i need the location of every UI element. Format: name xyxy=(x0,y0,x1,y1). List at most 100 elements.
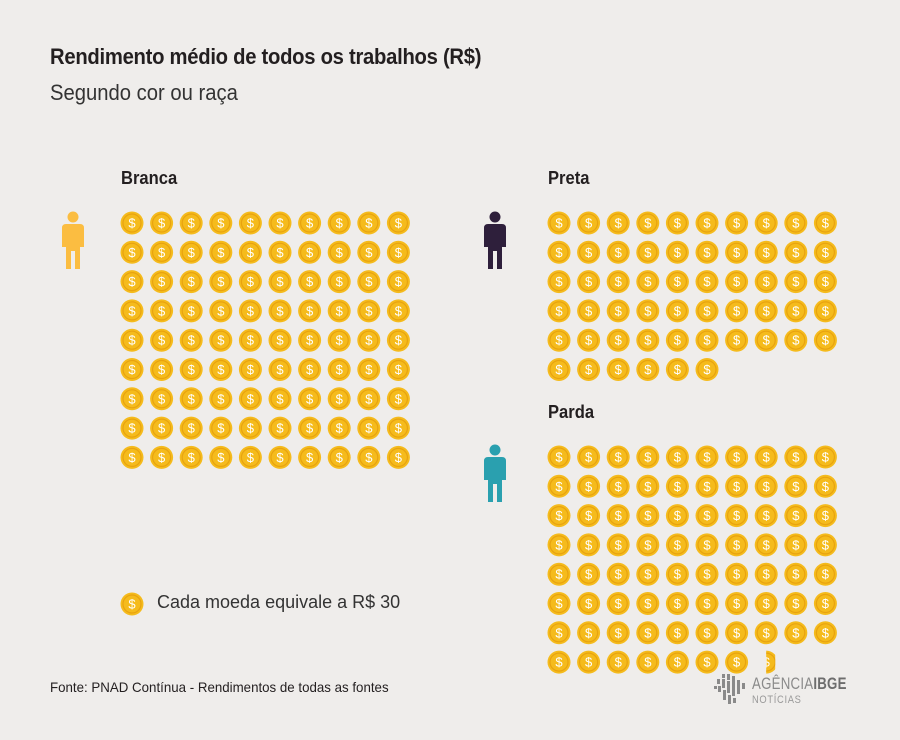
svg-text:$: $ xyxy=(188,362,196,377)
svg-text:$: $ xyxy=(703,596,711,611)
coin-preta: $ xyxy=(695,211,719,235)
coin-branca: $ xyxy=(298,387,322,411)
coin-parda: $ xyxy=(665,504,689,528)
svg-text:$: $ xyxy=(733,450,741,465)
coin-branca: $ xyxy=(327,416,351,440)
svg-text:$: $ xyxy=(822,303,830,318)
coin-preta: $ xyxy=(577,358,601,381)
chart-subtitle: Segundo cor ou raça xyxy=(50,80,238,105)
svg-text:$: $ xyxy=(615,655,623,670)
svg-text:$: $ xyxy=(733,216,741,231)
coin-parda: $ xyxy=(665,445,689,469)
svg-text:$: $ xyxy=(365,450,373,465)
coin-branca: $ xyxy=(209,445,233,469)
coin-preta: $ xyxy=(784,211,808,235)
svg-text:$: $ xyxy=(585,450,593,465)
category-label-preta: Preta xyxy=(548,168,590,188)
svg-text:$: $ xyxy=(615,333,623,348)
svg-text:$: $ xyxy=(644,245,652,260)
coin-branca: $ xyxy=(120,328,144,352)
svg-text:$: $ xyxy=(158,362,166,377)
coin-branca: $ xyxy=(327,445,351,469)
svg-text:$: $ xyxy=(217,245,225,260)
coin-icon: $ xyxy=(120,592,144,616)
coin-branca: $ xyxy=(386,211,410,235)
svg-text:$: $ xyxy=(217,333,225,348)
svg-text:$: $ xyxy=(615,362,623,377)
coin-branca: $ xyxy=(268,240,292,264)
coin-preta: $ xyxy=(547,328,571,352)
coin-parda: $ xyxy=(606,445,630,469)
person-shape xyxy=(62,211,84,269)
coin-branca: $ xyxy=(298,358,322,381)
coin-parda: $ xyxy=(606,474,630,498)
coin-parda: $ xyxy=(606,592,630,615)
svg-text:$: $ xyxy=(336,421,344,436)
coin-parda: $ xyxy=(784,621,808,645)
person-shape xyxy=(484,444,506,502)
svg-text:$: $ xyxy=(188,333,196,348)
coin-branca: $ xyxy=(120,240,144,264)
person-shape xyxy=(484,211,506,269)
coin-parda: $ xyxy=(547,445,571,469)
coin-parda: $ xyxy=(813,592,837,615)
svg-text:$: $ xyxy=(763,537,771,552)
svg-text:$: $ xyxy=(822,479,830,494)
svg-text:$: $ xyxy=(188,391,196,406)
svg-text:$: $ xyxy=(792,567,800,582)
coin-parda: $ xyxy=(695,562,719,586)
coin-parda: $ xyxy=(725,474,749,498)
svg-text:$: $ xyxy=(395,450,403,465)
svg-text:$: $ xyxy=(555,303,563,318)
coin-parda: $ xyxy=(606,504,630,528)
coin-branca: $ xyxy=(120,358,144,381)
coin-branca: $ xyxy=(179,387,203,411)
svg-text:$: $ xyxy=(128,216,136,231)
svg-text:$: $ xyxy=(615,450,623,465)
coin-preta: $ xyxy=(665,299,689,323)
svg-text:$: $ xyxy=(703,508,711,523)
svg-text:$: $ xyxy=(217,391,225,406)
svg-text:$: $ xyxy=(276,450,284,465)
coin-preta: $ xyxy=(547,211,571,235)
coin-branca: $ xyxy=(120,299,144,323)
coin-preta: $ xyxy=(665,358,689,381)
svg-text:$: $ xyxy=(585,479,593,494)
svg-text:$: $ xyxy=(395,333,403,348)
coin-parda: $ xyxy=(754,621,778,645)
svg-text:$: $ xyxy=(822,216,830,231)
svg-text:$: $ xyxy=(585,333,593,348)
svg-text:$: $ xyxy=(395,303,403,318)
coin-branca: $ xyxy=(209,387,233,411)
coin-branca: $ xyxy=(268,270,292,294)
coin-branca: $ xyxy=(268,358,292,381)
coin-parda: $ xyxy=(784,504,808,528)
svg-text:$: $ xyxy=(276,333,284,348)
coin-parda: $ xyxy=(784,445,808,469)
coin-preta: $ xyxy=(695,299,719,323)
coin-parda: $ xyxy=(547,533,571,557)
svg-text:$: $ xyxy=(336,362,344,377)
svg-text:$: $ xyxy=(188,303,196,318)
coin-branca: $ xyxy=(150,240,174,264)
svg-text:$: $ xyxy=(188,421,196,436)
coin-preta: $ xyxy=(665,270,689,294)
coin-branca: $ xyxy=(209,211,233,235)
svg-text:$: $ xyxy=(365,274,373,289)
coin-preta: $ xyxy=(606,328,630,352)
coin-preta: $ xyxy=(636,270,660,294)
svg-text:$: $ xyxy=(247,245,255,260)
coin-preta: $ xyxy=(636,240,660,264)
svg-text:$: $ xyxy=(674,333,682,348)
svg-text:$: $ xyxy=(703,362,711,377)
coin-branca: $ xyxy=(386,270,410,294)
coin-parda: $ xyxy=(636,445,660,469)
svg-text:$: $ xyxy=(365,362,373,377)
svg-text:$: $ xyxy=(247,450,255,465)
coin-parda: $ xyxy=(547,650,571,674)
svg-text:$: $ xyxy=(158,274,166,289)
svg-text:$: $ xyxy=(733,479,741,494)
coin-branca: $ xyxy=(327,240,351,264)
svg-text:$: $ xyxy=(822,274,830,289)
svg-text:$: $ xyxy=(128,597,136,612)
